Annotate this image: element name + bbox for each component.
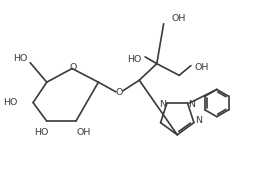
Text: OH: OH bbox=[76, 128, 91, 137]
Text: N: N bbox=[195, 116, 202, 125]
Text: HO: HO bbox=[13, 54, 28, 63]
Text: OH: OH bbox=[172, 14, 186, 23]
Text: O: O bbox=[69, 63, 77, 72]
Text: N: N bbox=[188, 101, 195, 110]
Text: O: O bbox=[115, 88, 123, 97]
Text: OH: OH bbox=[195, 63, 209, 72]
Text: N: N bbox=[160, 101, 167, 110]
Text: HO: HO bbox=[127, 55, 141, 64]
Text: HO: HO bbox=[34, 128, 48, 137]
Text: HO: HO bbox=[3, 98, 18, 107]
